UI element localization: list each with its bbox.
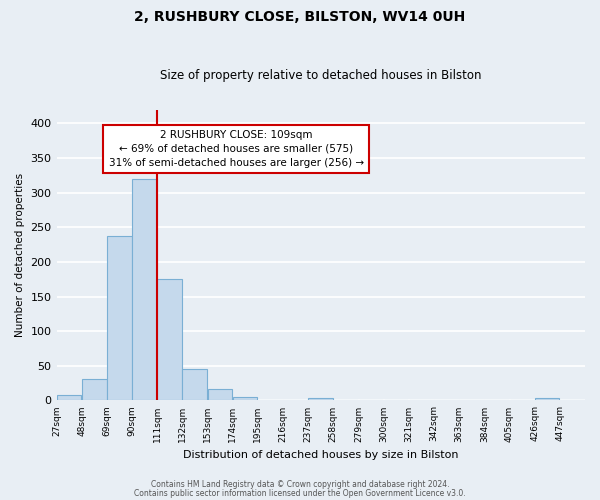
X-axis label: Distribution of detached houses by size in Bilston: Distribution of detached houses by size … — [183, 450, 458, 460]
Title: Size of property relative to detached houses in Bilston: Size of property relative to detached ho… — [160, 69, 482, 82]
Text: Contains HM Land Registry data © Crown copyright and database right 2024.: Contains HM Land Registry data © Crown c… — [151, 480, 449, 489]
Bar — [182, 370, 207, 400]
Text: 2, RUSHBURY CLOSE, BILSTON, WV14 0UH: 2, RUSHBURY CLOSE, BILSTON, WV14 0UH — [134, 10, 466, 24]
Bar — [56, 395, 82, 400]
Text: Contains public sector information licensed under the Open Government Licence v3: Contains public sector information licen… — [134, 488, 466, 498]
Bar — [107, 236, 131, 400]
Bar — [233, 397, 257, 400]
Bar — [157, 279, 182, 400]
Bar — [308, 398, 333, 400]
Bar — [535, 398, 559, 400]
Y-axis label: Number of detached properties: Number of detached properties — [15, 173, 25, 337]
Bar — [132, 179, 157, 400]
Text: 2 RUSHBURY CLOSE: 109sqm
← 69% of detached houses are smaller (575)
31% of semi-: 2 RUSHBURY CLOSE: 109sqm ← 69% of detach… — [109, 130, 364, 168]
Bar — [208, 388, 232, 400]
Bar — [82, 379, 107, 400]
